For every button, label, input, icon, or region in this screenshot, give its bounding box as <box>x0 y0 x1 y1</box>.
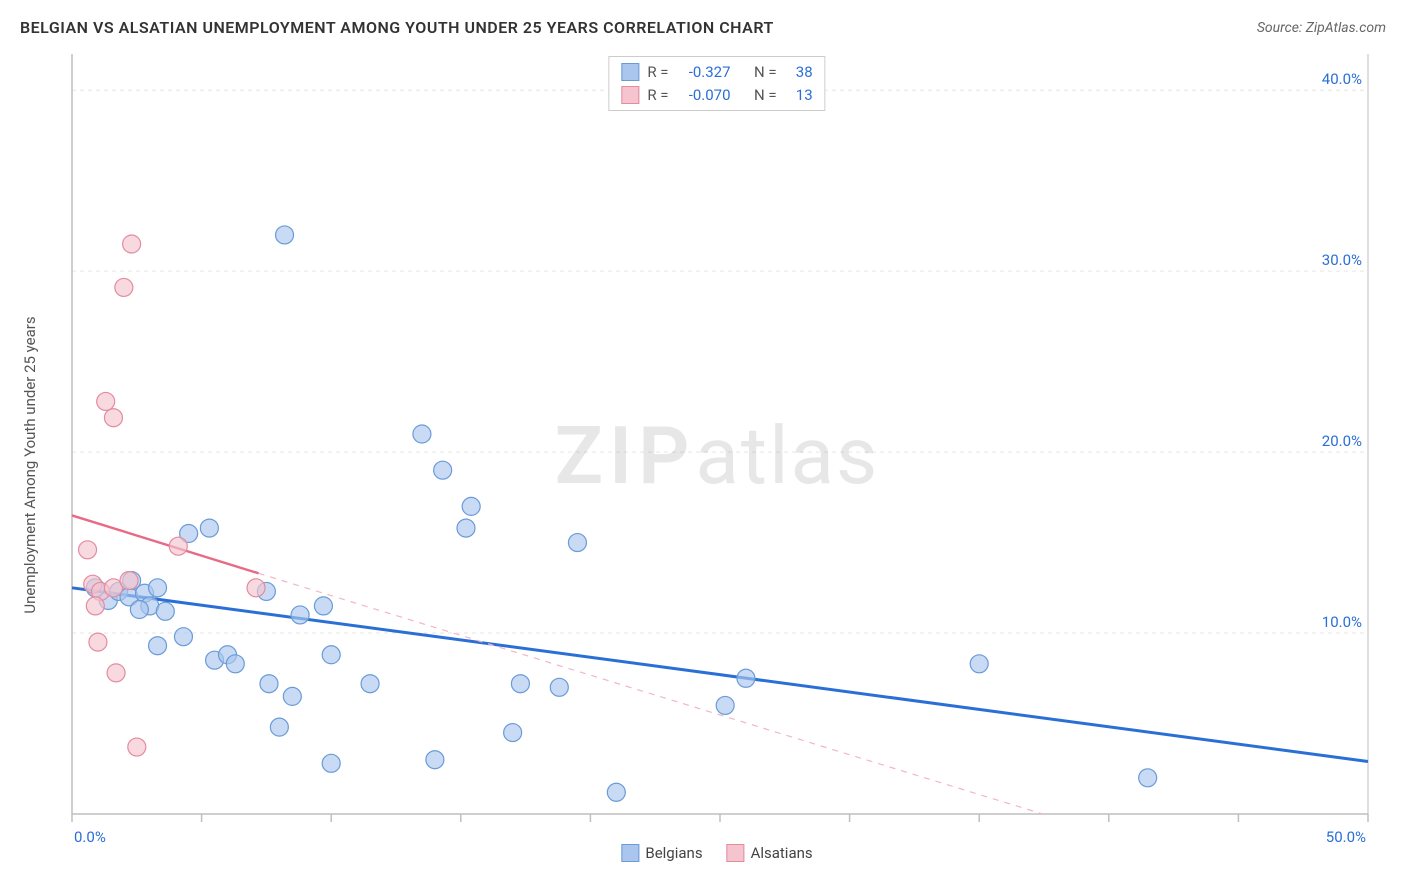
data-point <box>568 534 586 552</box>
data-point <box>115 278 133 296</box>
legend-item: Alsatians <box>727 844 813 862</box>
bottom-legend: Belgians Alsatians <box>621 844 812 862</box>
data-point <box>361 675 379 693</box>
data-point <box>149 637 167 655</box>
y-tick-label: 40.0% <box>1322 70 1362 88</box>
data-point <box>270 718 288 736</box>
x-tick-label: 0.0% <box>74 828 106 846</box>
data-point <box>86 597 104 615</box>
data-point <box>128 738 146 756</box>
data-point <box>97 392 115 410</box>
stats-legend-box: R = -0.327 N = 38 R = -0.070 N = 13 <box>608 56 825 111</box>
data-point <box>1139 769 1157 787</box>
data-point <box>174 628 192 646</box>
data-point <box>607 783 625 801</box>
data-point <box>104 409 122 427</box>
data-point <box>276 226 294 244</box>
n-label: N = <box>754 61 777 84</box>
n-value: 38 <box>785 61 813 84</box>
legend-swatch <box>727 844 745 862</box>
data-point <box>504 724 522 742</box>
data-point <box>322 754 340 772</box>
data-point <box>226 655 244 673</box>
y-tick-label: 30.0% <box>1322 251 1362 269</box>
data-point <box>322 646 340 664</box>
y-axis-label: Unemployment Among Youth under 25 years <box>21 316 39 613</box>
data-point <box>434 461 452 479</box>
data-point <box>457 519 475 537</box>
data-point <box>283 687 301 705</box>
data-point <box>426 751 444 769</box>
data-point <box>89 633 107 651</box>
data-point <box>169 537 187 555</box>
data-point <box>79 541 97 559</box>
data-point <box>130 601 148 619</box>
legend-item: Belgians <box>621 844 702 862</box>
legend-label: Belgians <box>645 844 702 862</box>
legend-swatch <box>621 844 639 862</box>
data-point <box>107 664 125 682</box>
data-point <box>970 655 988 673</box>
trend-extrapolation <box>259 573 1043 814</box>
n-label: N = <box>754 84 777 107</box>
n-value: 13 <box>785 84 813 107</box>
data-point <box>314 597 332 615</box>
r-value: -0.327 <box>677 61 731 84</box>
data-point <box>247 579 265 597</box>
legend-swatch <box>621 86 639 104</box>
data-point <box>200 519 218 537</box>
data-point <box>149 579 167 597</box>
data-point <box>291 606 309 624</box>
r-label: R = <box>647 61 668 84</box>
chart-container: Unemployment Among Youth under 25 years … <box>48 50 1386 862</box>
scatter-chart: 0.0% 50.0% 10.0% 20.0% 30.0% 40.0% <box>48 50 1386 862</box>
data-point <box>716 696 734 714</box>
r-label: R = <box>647 84 668 107</box>
y-tick-label: 20.0% <box>1322 432 1362 450</box>
header: BELGIAN VS ALSATIAN UNEMPLOYMENT AMONG Y… <box>0 0 1406 45</box>
chart-title: BELGIAN VS ALSATIAN UNEMPLOYMENT AMONG Y… <box>20 18 774 37</box>
data-point <box>260 675 278 693</box>
data-point <box>120 572 138 590</box>
r-value: -0.070 <box>677 84 731 107</box>
x-tick-label: 50.0% <box>1326 828 1366 846</box>
data-point <box>413 425 431 443</box>
legend-swatch <box>621 63 639 81</box>
data-point <box>550 678 568 696</box>
data-point <box>123 235 141 253</box>
stats-row: R = -0.327 N = 38 <box>621 61 812 84</box>
y-tick-label: 10.0% <box>1322 613 1362 631</box>
data-point <box>156 602 174 620</box>
trend-line <box>72 515 259 573</box>
data-point <box>511 675 529 693</box>
stats-row: R = -0.070 N = 13 <box>621 84 812 107</box>
legend-label: Alsatians <box>751 844 813 862</box>
source-attribution: Source: ZipAtlas.com <box>1257 20 1386 36</box>
data-point <box>737 669 755 687</box>
data-point <box>462 497 480 515</box>
